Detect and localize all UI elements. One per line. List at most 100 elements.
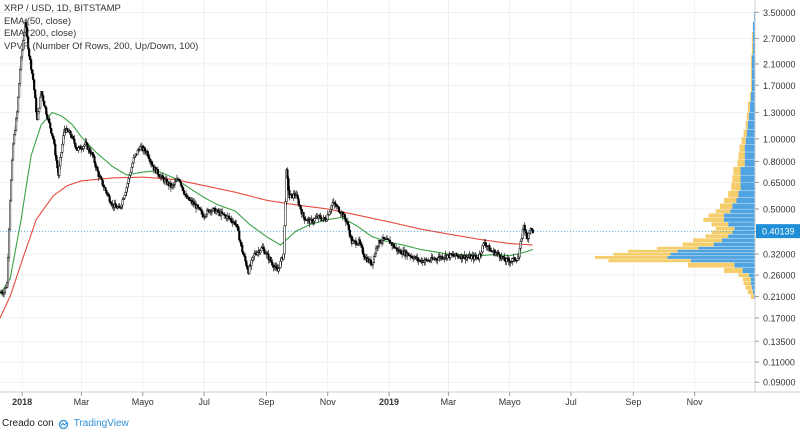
vpvr-up-bar (751, 55, 755, 69)
candle-down (100, 177, 103, 180)
vpvr-down-bar (715, 226, 735, 231)
candle-down (241, 244, 244, 253)
indicator-ema200[interactable]: EMA (200, close) (4, 28, 77, 39)
candle-down (525, 232, 528, 239)
candle-down (72, 136, 75, 140)
vpvr-up-bar (750, 91, 755, 102)
indicator-ema50[interactable]: EMA (50, close) (4, 15, 72, 27)
candle-down (181, 186, 185, 191)
candle-up (10, 179, 13, 202)
candle-down (270, 260, 273, 263)
candle-up (120, 204, 123, 208)
vpvr-up-bar (677, 249, 755, 253)
candle-down (93, 156, 96, 163)
vpvr-down-bar (711, 222, 729, 227)
vpvr-up-bar (738, 190, 755, 198)
candle-down (143, 147, 146, 152)
tradingview-brand[interactable]: TradingView (73, 417, 129, 429)
time-axis[interactable]: 2018 Mar Mayo Jul Sep Nov 2019 Mar Mayo Jul Sep Nov (12, 392, 703, 407)
candle-down (507, 258, 510, 262)
candle-down (56, 160, 59, 169)
candle-down (178, 179, 182, 183)
vpvr-down-bar (746, 112, 749, 121)
candle-up (250, 259, 253, 266)
candle-down (269, 257, 272, 262)
vpvr-up-bar (752, 31, 755, 43)
vpvr-up-bar (749, 101, 755, 113)
vpvr-up-bar (734, 226, 755, 231)
candle-down (187, 196, 191, 201)
candle-down (488, 245, 491, 252)
candle-down (161, 175, 164, 179)
candle-down (35, 97, 38, 113)
candle-down (73, 138, 76, 144)
candle-down (29, 55, 32, 60)
candle-down (474, 255, 477, 258)
candle-down (369, 259, 373, 266)
price-tick-label: 1.70000 (763, 81, 796, 91)
candle-down (358, 239, 361, 244)
chart-legend: XRP / USD, 1D, BITSTAMP EMA (50, close) … (4, 3, 198, 53)
candle-down (88, 147, 91, 152)
candle-up (437, 257, 440, 261)
candle-down (42, 95, 45, 102)
candle-up (13, 134, 16, 145)
candle-up (7, 228, 11, 258)
vpvr-down-bar (705, 234, 729, 239)
candle-up (215, 210, 218, 214)
vpvr-up-bar (740, 167, 755, 175)
indicator-vpvr[interactable]: VPVR (Number Of Rows, 200, Up/Down, 100) (4, 40, 199, 52)
vpvr-up-bar (724, 213, 755, 218)
price-tick-label: 0.80000 (763, 157, 796, 167)
vpvr-down-bar (749, 91, 751, 102)
candle-down (531, 229, 534, 234)
symbol-title[interactable]: XRP / USD, 1D, BITSTAMP (4, 3, 121, 14)
ema50-line (0, 111, 534, 295)
candle-down (49, 122, 52, 129)
vpvr-down-bar (747, 101, 750, 113)
candle-up (481, 245, 484, 253)
vpvr-down-bar (628, 249, 678, 253)
candle-up (125, 187, 128, 193)
candle-down (104, 187, 107, 191)
vpvr-up-bar (736, 197, 755, 204)
candle-down (228, 216, 231, 219)
candle-down (240, 241, 243, 246)
candle-up (77, 147, 80, 151)
vpvr-up-bar (740, 175, 755, 183)
price-tick-label: 2.70000 (763, 34, 796, 44)
candle-down (243, 254, 246, 257)
vpvr-up-bar (744, 159, 755, 167)
vpvr-up-bar (745, 137, 755, 145)
candle-down (484, 242, 487, 246)
candle-down (245, 260, 248, 267)
candle-down (182, 190, 186, 195)
vpvr-down-bar (687, 262, 735, 268)
candle-down (393, 244, 396, 248)
vpvr-up-bar (740, 182, 755, 191)
candle-up (129, 172, 132, 176)
candle-up (12, 143, 15, 161)
candle-up (371, 262, 375, 265)
candle-up (251, 257, 254, 261)
candle-down (242, 251, 245, 255)
vpvr-up-bar (721, 238, 755, 243)
candle-up (59, 157, 62, 167)
vpvr-up-bar (753, 294, 755, 300)
time-tick-label: Sep (625, 397, 641, 407)
candle-down (148, 158, 151, 162)
candle-up (277, 268, 280, 272)
grid (0, 0, 755, 392)
vpvr-down-bar (737, 159, 745, 167)
vpvr-up-bar (752, 290, 755, 295)
candle-down (503, 256, 506, 262)
candle-down (91, 152, 94, 156)
price-axis[interactable]: 3.50000 2.70000 2.10000 1.70000 1.30000 1.000… (755, 8, 796, 388)
vpvr-up-bar (724, 217, 755, 222)
candle-down (146, 151, 149, 157)
vpvr-up-bar (667, 256, 755, 259)
candle-down (513, 257, 516, 261)
last-price-marker: 0.40139 (0, 224, 800, 239)
